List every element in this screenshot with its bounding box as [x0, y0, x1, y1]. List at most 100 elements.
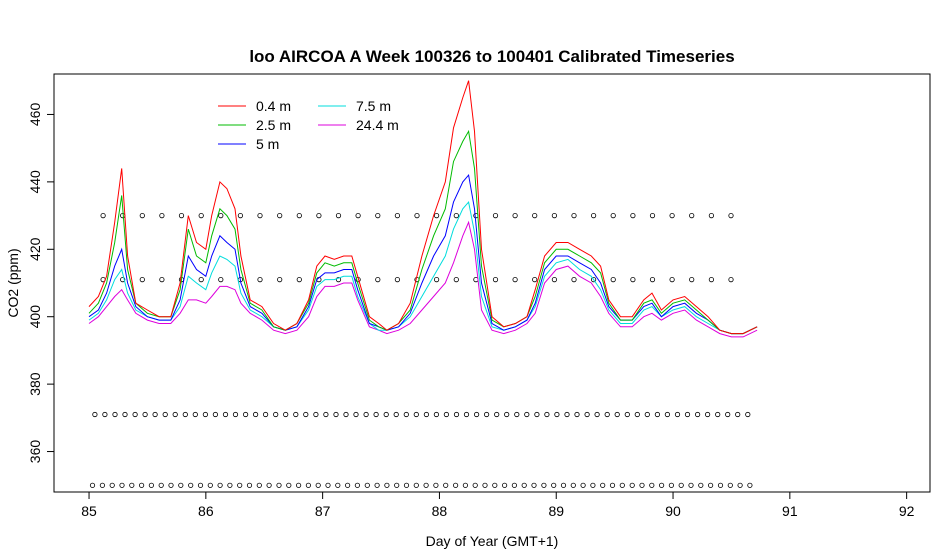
marker-point [100, 213, 106, 219]
marker-point [262, 411, 269, 418]
marker-point [654, 411, 661, 418]
marker-point [590, 276, 597, 283]
marker-point [162, 411, 168, 418]
marker-point [443, 482, 449, 488]
marker-point [604, 411, 610, 418]
marker-point [423, 411, 429, 418]
marker-point [403, 411, 409, 418]
marker-point [112, 411, 118, 418]
marker-point [630, 276, 636, 283]
y-axis-label: CO2 (ppm) [5, 248, 21, 317]
marker-point [594, 411, 600, 418]
marker-point [747, 482, 753, 488]
marker-point [674, 411, 681, 418]
series-line [88, 80, 758, 335]
marker-point [453, 276, 459, 283]
marker-point [323, 411, 329, 418]
marker-point [373, 411, 379, 418]
marker-point [473, 411, 480, 418]
marker-point [737, 482, 743, 488]
marker-point [363, 411, 369, 418]
marker-point [689, 213, 695, 219]
marker-point [364, 482, 370, 488]
marker-point [492, 482, 498, 488]
marker-point [256, 482, 262, 488]
legend-label: 5 m [256, 136, 279, 152]
marker-row [100, 213, 734, 219]
marker-point [218, 213, 224, 219]
marker-point [704, 411, 711, 418]
marker-point [649, 276, 656, 283]
marker-point [443, 411, 449, 418]
marker-point [532, 276, 538, 283]
marker-point [293, 411, 299, 418]
marker-point [139, 213, 145, 219]
marker-point [531, 482, 537, 488]
marker-point [524, 411, 530, 418]
marker-point [423, 482, 429, 488]
marker-point [698, 482, 704, 488]
marker-point [580, 482, 586, 488]
marker-point [610, 276, 616, 283]
x-tick-label: 89 [548, 503, 564, 519]
marker-point [554, 411, 560, 418]
x-tick-label: 88 [432, 503, 448, 519]
marker-point [198, 213, 204, 219]
marker-point [544, 411, 550, 418]
marker-point [333, 411, 339, 418]
marker-point [159, 213, 165, 219]
marker-point [664, 411, 671, 418]
y-tick-label: 440 [27, 170, 43, 194]
marker-point [394, 213, 400, 219]
marker-point [492, 276, 499, 283]
marker-point [122, 411, 128, 418]
marker-point [600, 482, 606, 488]
marker-point [708, 213, 715, 219]
marker-point [584, 411, 590, 418]
marker-point [551, 276, 558, 283]
marker-point [414, 213, 420, 219]
legend-label: 24.4 m [356, 117, 399, 133]
marker-point [246, 482, 253, 488]
legend-item: 5 m [218, 136, 279, 152]
marker-point [212, 411, 218, 418]
marker-point [266, 482, 272, 488]
marker-point [139, 482, 145, 488]
x-tick-label: 86 [198, 503, 214, 519]
marker-point [725, 411, 731, 418]
marker-point [534, 411, 540, 418]
marker-point [571, 276, 577, 283]
marker-point [728, 213, 734, 219]
marker-point [178, 482, 184, 488]
marker-point [375, 213, 381, 219]
chart-title: loo AIRCOA A Week 100326 to 100401 Calib… [249, 47, 734, 66]
marker-point [132, 411, 138, 418]
marker-point [609, 482, 616, 488]
marker-point [694, 411, 701, 418]
marker-point [295, 482, 302, 488]
marker-point [188, 482, 194, 488]
marker-point [335, 482, 341, 488]
marker-point [152, 411, 158, 418]
marker-point [343, 411, 349, 418]
marker-point [463, 411, 470, 418]
x-tick-label: 91 [782, 503, 798, 519]
legend-item: 0.4 m [218, 98, 291, 114]
marker-point [237, 482, 243, 488]
marker-point [393, 411, 399, 418]
y-tick-label: 380 [27, 372, 43, 396]
legend-label: 0.4 m [256, 98, 291, 114]
marker-point [99, 482, 106, 488]
marker-point [374, 482, 380, 488]
marker-point [649, 213, 656, 219]
marker-point [109, 482, 115, 488]
marker-point [335, 276, 342, 283]
x-tick-label: 85 [81, 503, 97, 519]
marker-point [159, 276, 165, 283]
marker-point [630, 213, 636, 219]
marker-point [102, 411, 108, 418]
marker-point [511, 482, 518, 488]
marker-point [172, 411, 178, 418]
